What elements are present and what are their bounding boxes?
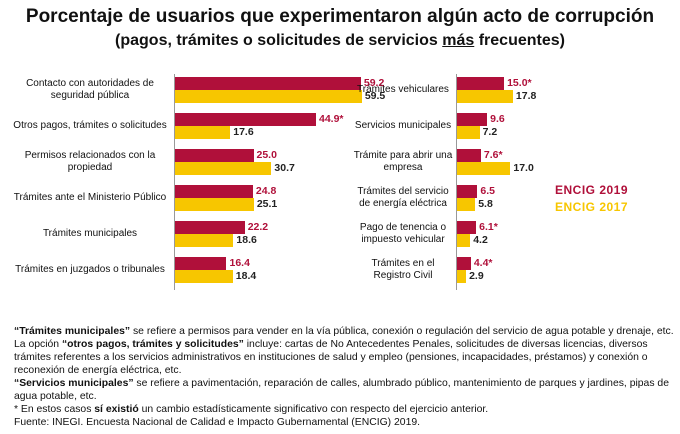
bar — [457, 162, 511, 175]
note-text: “otros pagos, trámites y solicitudes” — [61, 339, 244, 350]
value-label: 25.1 — [256, 198, 278, 210]
subtitle-text: (pagos, trámites o solicitudes de servic… — [115, 32, 443, 49]
note-text: se refiere a permisos para vender en la … — [130, 326, 674, 337]
value-label: 22.2 — [247, 221, 269, 233]
note-text: se refiere a pavimentación, reparación d… — [14, 378, 669, 402]
value-label: 16.4 — [229, 257, 250, 269]
category-label: Trámites en el Registro Civil — [371, 258, 435, 281]
note-text: “Trámites municipales” — [14, 326, 131, 337]
value-label: 18.6 — [236, 234, 257, 246]
value-label: 4.2 — [473, 234, 488, 246]
bar — [175, 234, 234, 247]
bar — [457, 149, 481, 162]
bar — [457, 270, 467, 283]
value-label: 7.6* — [483, 149, 503, 161]
category-label: Trámite para abrir una empresa — [353, 150, 453, 173]
bar — [175, 149, 254, 162]
category-label: Contacto con autoridades de seguridad pú… — [26, 78, 154, 101]
note-text: La opción — [14, 339, 62, 350]
category-label: Servicios municipales — [354, 120, 452, 131]
note-text: Fuente: INEGI. Encuesta Nacional de Cali… — [14, 417, 421, 428]
value-label: 18.4 — [235, 270, 257, 282]
subtitle: (pagos, trámites o solicitudes de servic… — [0, 32, 680, 50]
bar — [175, 77, 361, 90]
value-label: 24.8 — [255, 185, 277, 197]
category-label: Permisos relacionados con la propiedad — [24, 150, 156, 173]
category-label: Otros pagos, trámites o solicitudes — [13, 120, 167, 131]
note-text: sí existió — [94, 404, 139, 415]
value-label: 59.5 — [364, 90, 386, 102]
bar — [175, 113, 316, 126]
bar — [175, 198, 254, 211]
bar — [457, 234, 471, 247]
value-label: 44.9* — [318, 113, 344, 125]
bar — [457, 198, 476, 211]
category-label: Trámites en juzgados o tribunales — [15, 264, 165, 275]
value-label: 9.6 — [490, 113, 505, 125]
axis-line — [174, 74, 175, 290]
note-text: incluye: cartas de No Antecedentes Penal… — [14, 339, 648, 376]
note: “Trámites municipales” se refiere a perm… — [14, 325, 674, 338]
legend-entry: ENCIG 2017 — [555, 200, 629, 214]
legend-entry: ENCIG 2019 — [555, 183, 629, 197]
category-label: Trámites vehiculares — [357, 84, 449, 95]
bar — [175, 126, 231, 139]
bar — [175, 257, 227, 270]
bar — [175, 185, 253, 198]
category-label: Pago de tenencia o impuesto vehicular — [359, 222, 447, 245]
value-label: 15.0* — [507, 77, 532, 89]
value-label: 25.0 — [256, 149, 277, 161]
title: Porcentaje de usuarios que experimentaro… — [25, 6, 655, 27]
bar — [457, 113, 488, 126]
note: La opción “otros pagos, trámites y solic… — [14, 338, 674, 377]
bar — [457, 185, 478, 198]
bar — [457, 221, 477, 234]
category-label: Trámites municipales — [42, 228, 138, 239]
value-label: 6.5 — [480, 185, 496, 197]
value-label: 5.8 — [478, 198, 493, 210]
value-label: 30.7 — [274, 162, 295, 174]
value-label: 6.1* — [479, 221, 498, 233]
note: Fuente: INEGI. Encuesta Nacional de Cali… — [14, 416, 674, 429]
value-label: 17.0 — [513, 162, 534, 174]
bar — [457, 90, 513, 103]
category-label: Trámites del servicio de energía eléctri… — [357, 186, 449, 209]
value-label: 59.2 — [363, 77, 385, 89]
bar — [457, 77, 505, 90]
value-label: 2.9 — [469, 270, 484, 282]
category-label: Trámites ante el Ministerio Público — [13, 192, 167, 203]
bar — [175, 270, 233, 283]
notes: “Trámites municipales” se refiere a perm… — [14, 325, 674, 429]
note-text: un cambio estadísticamente significativo… — [138, 404, 489, 415]
note-text: * En estos casos — [14, 404, 95, 415]
value-label: 17.6 — [233, 126, 254, 138]
bar — [457, 257, 471, 270]
value-label: 7.2 — [482, 126, 498, 138]
bar — [175, 221, 245, 234]
bar — [175, 162, 272, 175]
bar — [175, 90, 362, 103]
note: “Servicios municipales” se refiere a pav… — [14, 377, 674, 403]
note-text: “Servicios municipales” — [14, 378, 134, 389]
bar — [457, 126, 480, 139]
axis-line — [456, 74, 457, 290]
subtitle-text: más — [442, 32, 475, 49]
value-label: 17.8 — [515, 90, 537, 102]
value-label: 4.4* — [473, 257, 493, 269]
subtitle-text: frecuentes) — [474, 32, 565, 49]
note: * En estos casos sí existió un cambio es… — [14, 403, 674, 416]
